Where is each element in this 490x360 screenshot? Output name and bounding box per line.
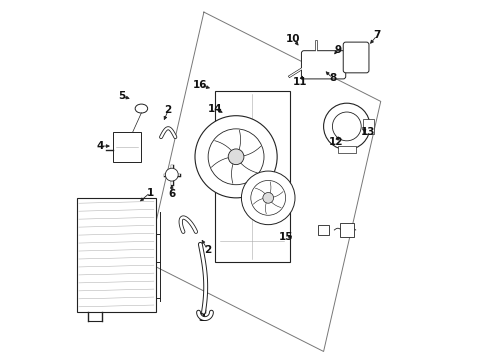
Text: 12: 12 <box>329 138 343 148</box>
Text: 10: 10 <box>286 34 300 44</box>
Bar <box>318 225 329 235</box>
Circle shape <box>228 149 244 165</box>
Bar <box>338 146 356 153</box>
Bar <box>113 132 142 162</box>
Text: 9: 9 <box>334 45 342 55</box>
Text: 16: 16 <box>193 80 208 90</box>
Circle shape <box>251 180 286 215</box>
Text: 3: 3 <box>198 312 206 323</box>
Text: 6: 6 <box>168 189 175 199</box>
Circle shape <box>323 103 370 150</box>
Text: 11: 11 <box>293 77 308 87</box>
FancyBboxPatch shape <box>301 51 346 79</box>
Bar <box>215 91 290 262</box>
Text: 2: 2 <box>204 245 211 255</box>
FancyBboxPatch shape <box>343 42 369 73</box>
Text: 4: 4 <box>97 141 104 151</box>
Text: 15: 15 <box>279 232 294 242</box>
Circle shape <box>208 129 264 185</box>
Text: 14: 14 <box>207 104 222 113</box>
Text: 5: 5 <box>118 91 125 101</box>
Circle shape <box>242 171 295 225</box>
Text: 2: 2 <box>165 105 172 115</box>
Circle shape <box>165 168 178 181</box>
Circle shape <box>195 116 277 198</box>
Bar <box>363 119 374 134</box>
Circle shape <box>263 193 273 203</box>
Bar <box>77 198 156 312</box>
Text: 7: 7 <box>373 30 381 40</box>
Circle shape <box>332 112 361 141</box>
Bar <box>340 223 354 237</box>
Ellipse shape <box>135 104 147 113</box>
Text: 8: 8 <box>329 73 336 83</box>
Text: 13: 13 <box>361 127 375 137</box>
Text: 1: 1 <box>147 188 154 198</box>
